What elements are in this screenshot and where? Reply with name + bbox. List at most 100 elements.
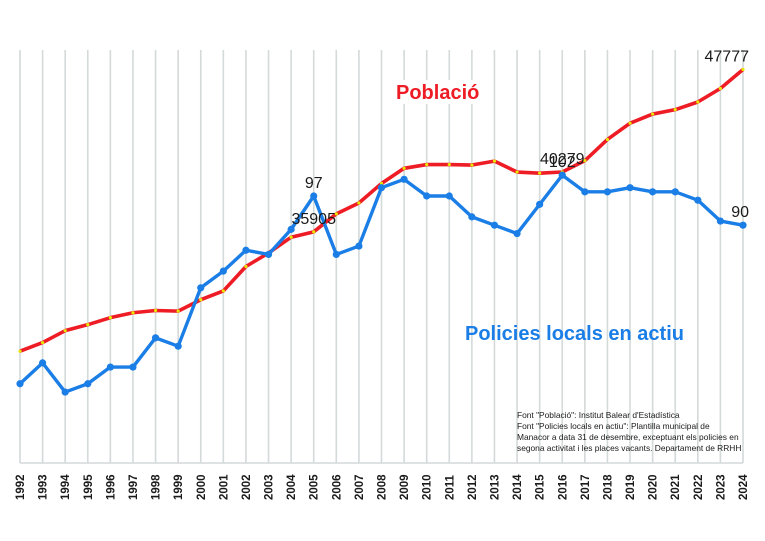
policies-point xyxy=(581,188,589,196)
x-tick-label: 1994 xyxy=(60,474,72,500)
policies-data-label: 90 xyxy=(731,204,749,221)
x-tick-label: 1993 xyxy=(38,474,50,500)
policies-point xyxy=(694,196,702,204)
poblacio-point xyxy=(131,311,135,315)
policies-point xyxy=(219,267,227,275)
policies-point xyxy=(151,334,160,342)
x-tick-label: 2014 xyxy=(512,474,524,500)
policies-point xyxy=(38,359,47,367)
policies-point xyxy=(332,250,340,259)
x-tick-label: 2007 xyxy=(354,474,366,500)
x-tick-label: 1995 xyxy=(83,474,95,500)
x-tick-label: 2022 xyxy=(693,474,705,500)
x-tick-label: 1996 xyxy=(105,474,117,500)
policies-point xyxy=(287,225,295,233)
poblacio-point xyxy=(673,108,677,112)
poblacio-point xyxy=(176,309,180,313)
x-axis-ticks: 1992 1993 1994 1995 1996 1997 1998 1999 2000 2001… xyxy=(15,474,750,500)
x-tick-label: 2015 xyxy=(535,474,547,500)
poblacio-point xyxy=(40,340,45,345)
x-tick-label: 2001 xyxy=(218,474,230,500)
policies-point xyxy=(16,380,24,388)
policies-point xyxy=(174,342,182,350)
policies-point xyxy=(106,363,114,371)
policies-point xyxy=(558,171,566,179)
source-line: Manacor a data 31 de desembre, exceptuan… xyxy=(517,432,739,442)
poblacio-title-bg xyxy=(392,80,482,104)
poblacio-point xyxy=(86,323,90,327)
x-tick-label: 1998 xyxy=(151,474,163,500)
poblacio-point xyxy=(696,100,700,104)
x-tick-label: 2003 xyxy=(264,474,276,500)
poblacio-point xyxy=(153,308,158,313)
policies-point xyxy=(264,250,273,259)
legend-label-poblacio: Població xyxy=(396,82,479,104)
poblacio-point xyxy=(651,112,655,116)
x-tick-label: 2006 xyxy=(331,474,343,500)
policies-data-label: 102 xyxy=(549,154,576,171)
x-tick-label: 1997 xyxy=(128,474,140,500)
source-line: segona activitat i les places vacants. D… xyxy=(517,443,742,453)
poblacio-point xyxy=(447,162,451,167)
x-tick-label: 2023 xyxy=(715,474,727,500)
policies-point xyxy=(468,213,476,221)
policies-point xyxy=(649,188,657,196)
policies-point xyxy=(242,246,250,254)
policies-data-label: 97 xyxy=(305,175,323,192)
poblacio-data-label: 35905 xyxy=(291,211,336,228)
x-tick-label: 2002 xyxy=(241,474,253,500)
poblacio-point xyxy=(492,159,497,163)
legend-label-policies: Policies locals en actiu xyxy=(465,323,684,345)
x-tick-label: 1999 xyxy=(173,474,185,500)
poblacio-point xyxy=(108,316,112,320)
poblacio-point xyxy=(605,137,610,142)
policies-point xyxy=(400,175,408,183)
poblacio-point xyxy=(515,170,519,174)
policies-point xyxy=(129,363,137,371)
policies-point xyxy=(739,221,747,229)
poblacio-point xyxy=(425,162,429,167)
poblacio-point xyxy=(718,86,723,91)
policies-point xyxy=(513,229,521,238)
poblacio-data-label: 47777 xyxy=(705,48,750,65)
policies-point xyxy=(61,388,69,396)
policies-point xyxy=(355,242,363,250)
x-tick-label: 2013 xyxy=(489,474,501,500)
policies-point xyxy=(445,192,453,200)
x-tick-label: 1992 xyxy=(15,474,27,500)
policies-point xyxy=(310,192,318,200)
x-tick-label: 2017 xyxy=(580,474,592,500)
x-tick-label: 2010 xyxy=(422,474,434,500)
poblacio-point xyxy=(470,163,474,167)
x-tick-label: 2020 xyxy=(648,474,660,500)
policies-point xyxy=(377,184,386,192)
x-tick-label: 2016 xyxy=(557,474,569,500)
x-tick-label: 2019 xyxy=(625,474,637,500)
policies-point xyxy=(603,188,612,196)
policies-point xyxy=(671,188,679,196)
poblacio-point xyxy=(221,289,225,293)
x-tick-label: 2004 xyxy=(286,474,298,500)
poblacio-point xyxy=(289,235,293,239)
poblacio-point xyxy=(628,121,632,125)
policies-point xyxy=(536,200,544,208)
poblacio-point xyxy=(18,349,22,353)
poblacio-point xyxy=(199,298,203,302)
poblacio-data-label: 40279 xyxy=(540,151,585,168)
x-tick-label: 2024 xyxy=(738,474,750,500)
policies-point xyxy=(84,380,92,388)
poblacio-point xyxy=(312,230,316,234)
series-policies xyxy=(16,171,747,396)
source-line: Font "Policies locals en actiu": Plantil… xyxy=(517,421,710,431)
poblacio-point xyxy=(244,264,248,269)
x-tick-label: 2009 xyxy=(399,474,411,500)
poblacio-point xyxy=(583,159,587,163)
x-tick-label: 2012 xyxy=(467,474,479,500)
poblacio-point xyxy=(741,67,745,72)
policies-point xyxy=(716,217,725,225)
poblacio-point xyxy=(357,201,361,205)
x-tick-label: 2000 xyxy=(196,474,208,500)
policies-point xyxy=(490,221,499,229)
gridlines xyxy=(19,50,744,463)
